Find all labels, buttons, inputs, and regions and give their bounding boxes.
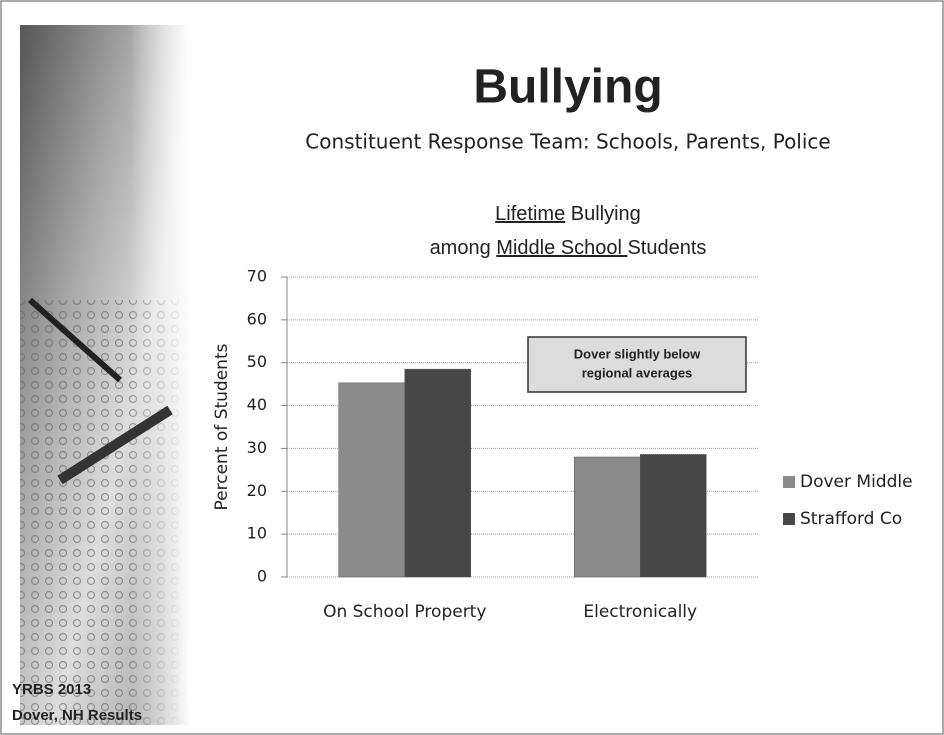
chart-title-part: Students: [627, 237, 706, 259]
slide-heading: Bullying: [473, 61, 662, 114]
x-tick-label: On School Property: [323, 602, 486, 622]
legend-label: Strafford Co: [800, 509, 902, 529]
y-tick-label: 10: [247, 524, 267, 543]
annotation-box: [527, 336, 747, 393]
chart-title: among Middle School Students: [430, 237, 707, 259]
bar: [640, 454, 707, 578]
y-tick-label: 60: [247, 309, 267, 328]
footer: Dover, NH Results: [12, 707, 142, 724]
legend-swatch: [783, 476, 795, 488]
y-tick-label: 40: [247, 395, 267, 414]
bar: [574, 456, 641, 578]
y-tick-label: 20: [247, 481, 267, 500]
annotation: Dover slightly below: [574, 346, 701, 361]
slide-subtitle: Constituent Response Team: Schools, Pare…: [305, 130, 830, 154]
legend-swatch: [783, 513, 795, 525]
annotation: regional averages: [582, 365, 693, 380]
pencil: [57, 405, 173, 485]
y-tick-label: 70: [247, 267, 267, 286]
bar: [338, 382, 405, 578]
pencil: [28, 297, 122, 383]
bar: [404, 368, 471, 578]
y-axis-label: Percent of Students: [212, 343, 232, 510]
legend-label: Dover Middle: [800, 472, 913, 492]
chart-title-part: Bullying: [565, 203, 641, 225]
x-tick-label: Electronically: [583, 602, 697, 622]
side-fade: [130, 25, 190, 725]
y-tick-label: 30: [247, 438, 267, 457]
chart-title: Lifetime Bullying: [495, 203, 641, 225]
chart-title-part: among: [430, 237, 497, 259]
y-tick-label: 0: [257, 567, 267, 586]
chart-title-part: Lifetime: [495, 203, 565, 225]
footer: YRBS 2013: [12, 681, 91, 698]
chart-title-part: Middle School: [496, 237, 627, 259]
y-tick-label: 50: [247, 352, 267, 371]
